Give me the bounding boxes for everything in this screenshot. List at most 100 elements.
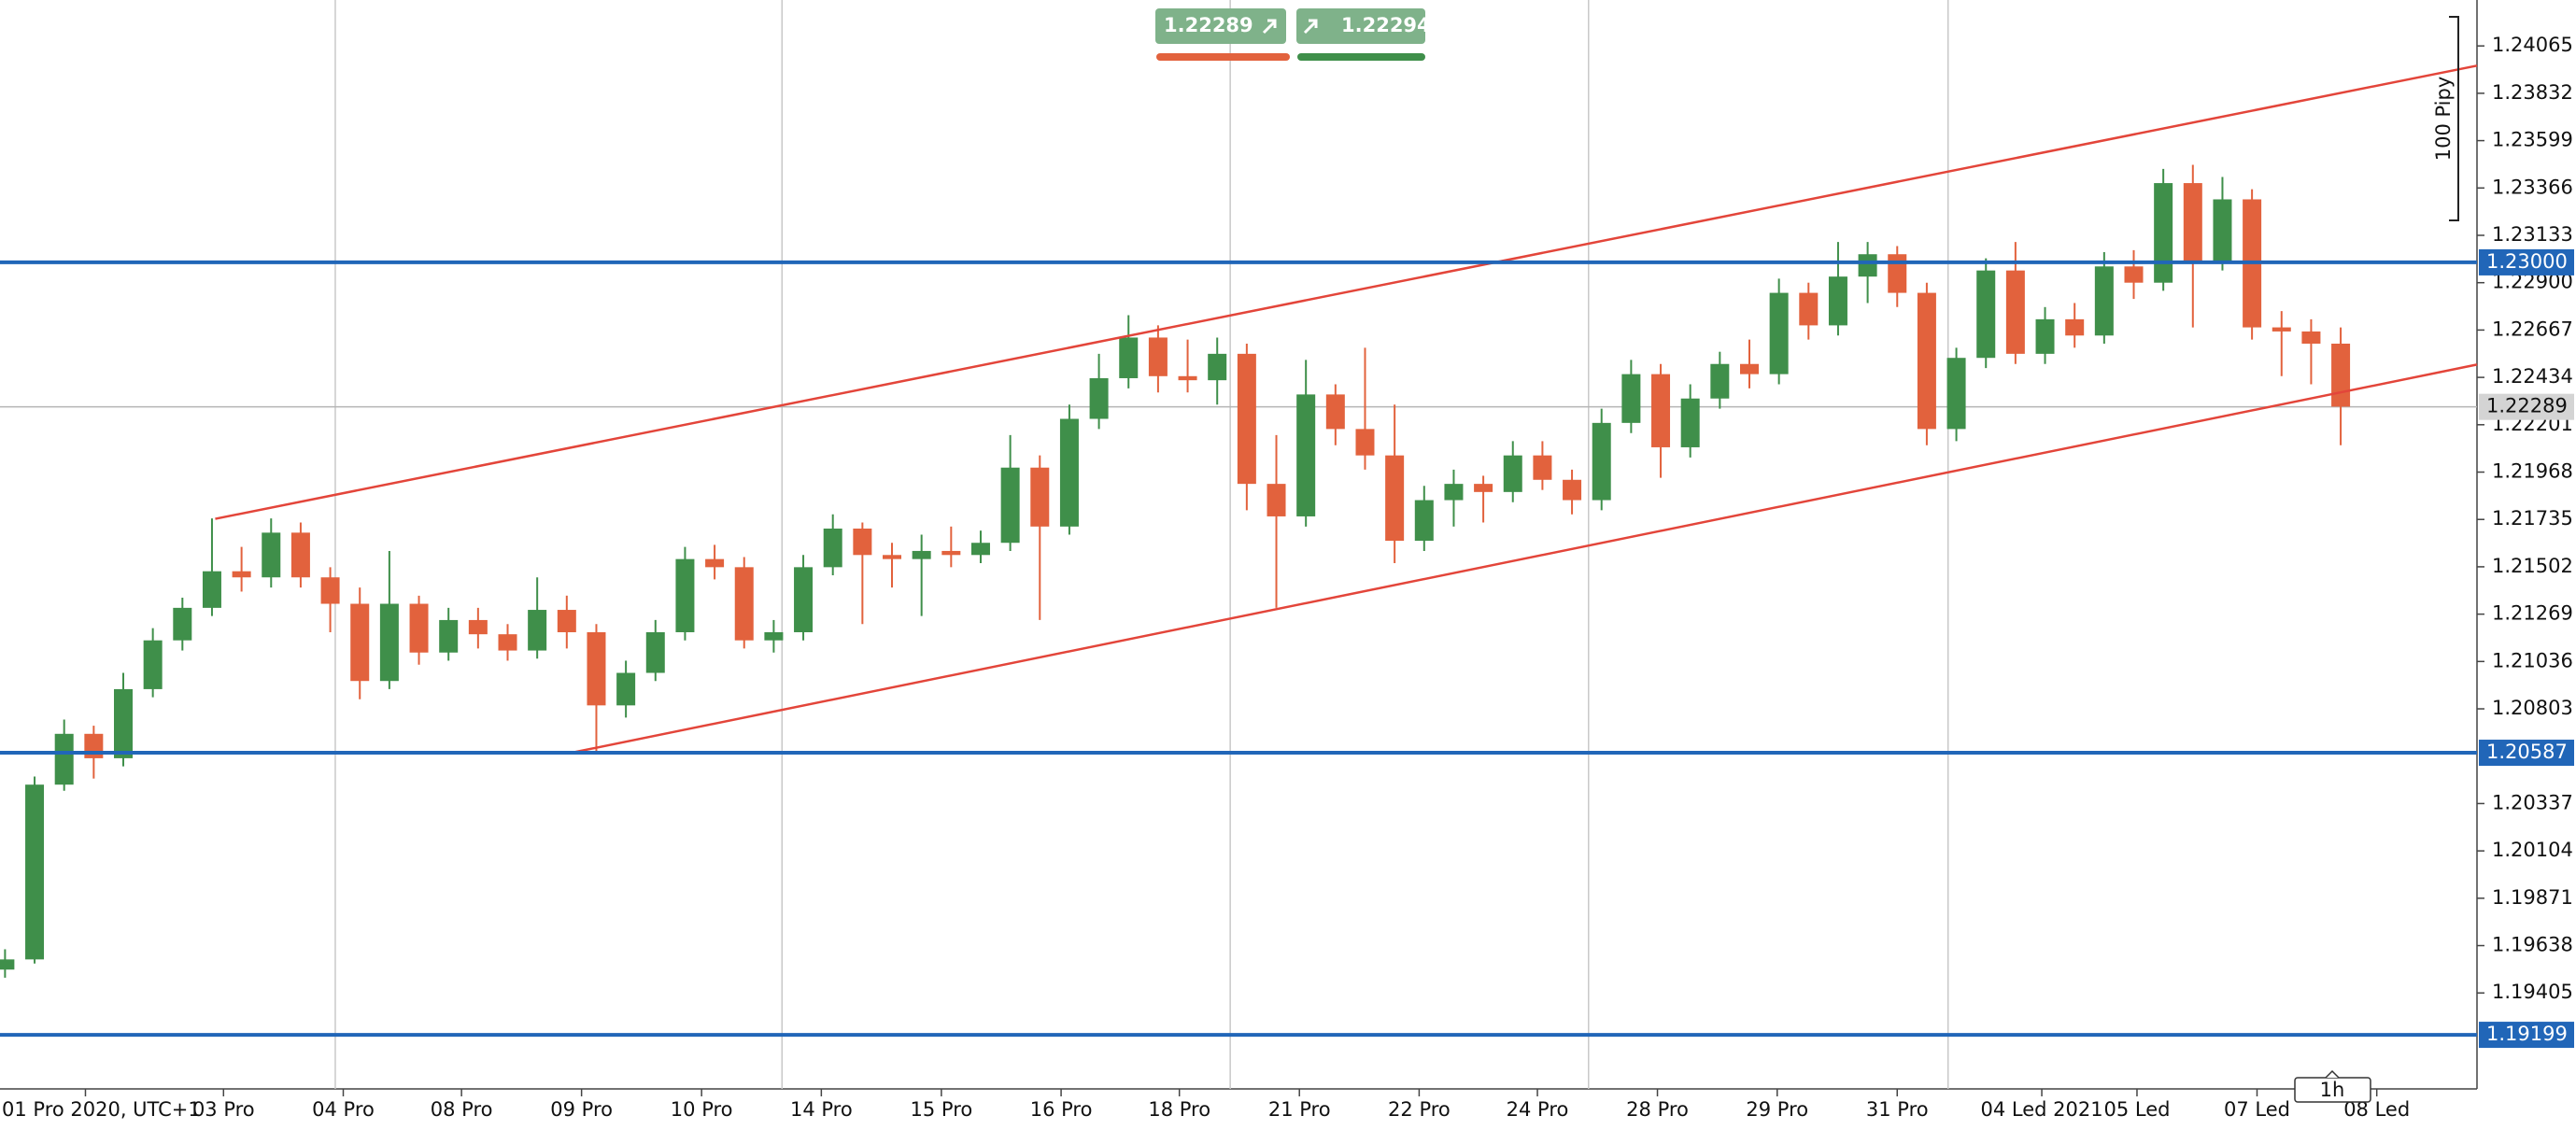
y-tick-label: 1.19405	[2492, 981, 2573, 1003]
candle-body	[143, 640, 163, 689]
x-tick-label: 03 Pro	[192, 1098, 255, 1121]
candle-body	[202, 571, 221, 608]
current-price-box	[2479, 393, 2574, 420]
level-box	[2479, 248, 2574, 275]
trend-line	[215, 64, 2478, 520]
y-tick-label: 1.21735	[2492, 507, 2573, 530]
candle-body	[1059, 418, 1079, 527]
timeframe-caret	[2325, 1069, 2340, 1079]
candle-body	[1828, 276, 1847, 326]
x-tick-label: 31 Pro	[1866, 1098, 1929, 1121]
y-tick-label: 1.23599	[2492, 129, 2573, 151]
candle-body	[1444, 484, 1464, 501]
candle-body	[290, 532, 310, 578]
trend-line	[575, 363, 2478, 754]
candle-body	[25, 784, 45, 960]
x-tick-label: 28 Pro	[1626, 1098, 1689, 1121]
candle-body	[853, 529, 872, 556]
candle-body	[1119, 337, 1139, 378]
y-tick-label: 1.19871	[2492, 886, 2573, 909]
candle-body	[1769, 292, 1789, 374]
x-tick-label: 14 Pro	[790, 1098, 853, 1121]
y-tick-label: 1.19638	[2492, 934, 2573, 956]
y-tick-label: 1.24065	[2492, 34, 2573, 56]
candle-body	[883, 555, 902, 559]
sell-icon	[1262, 19, 1277, 35]
candle-body	[0, 959, 15, 970]
candle-body	[528, 610, 547, 651]
candle-body	[1533, 455, 1552, 480]
candle-body	[794, 567, 814, 632]
candle-body	[1799, 292, 1819, 326]
candle-body	[1385, 455, 1405, 542]
candle-body	[912, 550, 931, 559]
candle-body	[439, 619, 459, 653]
y-tick-label: 1.21502	[2492, 555, 2573, 577]
candle-body	[1710, 363, 1730, 399]
timeframe-box[interactable]: 1h	[2294, 1069, 2371, 1103]
candle-body	[645, 631, 665, 673]
candle-body	[2272, 327, 2291, 332]
candle-body	[1888, 254, 1907, 293]
candle-body	[764, 631, 784, 641]
buy-icon	[1303, 19, 1318, 35]
level-box	[2479, 1022, 2574, 1049]
x-tick-label: 18 Pro	[1148, 1098, 1210, 1121]
quote-widget: 1.22289 1.22294	[1155, 8, 1431, 61]
y-tick-label: 1.20337	[2492, 791, 2573, 813]
candle-body	[1089, 377, 1109, 419]
sell-button[interactable]	[1155, 8, 1286, 44]
axes: 1.240651.238321.235991.233661.231331.229…	[2, 34, 2574, 1121]
candle-body	[675, 558, 695, 632]
candle-body	[232, 571, 251, 578]
candle-body	[616, 672, 636, 706]
candle-body	[587, 631, 606, 706]
y-tick-label: 1.23832	[2492, 81, 2573, 104]
candle-body	[1917, 292, 1936, 430]
candle-body	[2183, 183, 2202, 262]
candle-body	[1030, 467, 1050, 527]
candle-body	[1296, 394, 1316, 516]
y-tick-label: 1.21036	[2492, 649, 2573, 671]
candle-body	[557, 610, 576, 632]
candle-body	[113, 688, 133, 758]
candle-body	[941, 550, 961, 556]
x-tick-label: 29 Pro	[1746, 1098, 1808, 1121]
candle-body	[2094, 266, 2114, 336]
candle-body	[2301, 331, 2321, 344]
candle-body	[1355, 429, 1375, 456]
x-tick-label: 08 Pro	[431, 1098, 493, 1121]
x-tick-label: 16 Pro	[1030, 1098, 1093, 1121]
x-tick-label: 15 Pro	[911, 1098, 973, 1121]
candle-body	[498, 634, 517, 651]
candle-body	[173, 607, 192, 641]
candle-body	[1592, 422, 1611, 501]
candle-body	[1621, 374, 1641, 423]
candle-body	[823, 529, 842, 568]
candle-body	[1237, 353, 1256, 485]
y-tick-label: 1.23366	[2492, 176, 2573, 198]
y-tick-label: 1.21269	[2492, 602, 2573, 625]
buy-price: 1.22294	[1341, 14, 1431, 36]
candle-body	[262, 532, 281, 578]
level-label: 1.20587	[2486, 741, 2568, 763]
sell-bar	[1156, 53, 1290, 61]
pip-ruler: 100 Pipy	[2432, 16, 2459, 221]
y-tick-label: 1.20104	[2492, 839, 2573, 861]
level-box	[2479, 740, 2574, 767]
candle-body	[2035, 318, 2055, 354]
candle-body	[409, 603, 429, 653]
x-tick-label: 10 Pro	[671, 1098, 733, 1121]
y-tick-label: 1.22667	[2492, 318, 2573, 340]
buy-button[interactable]	[1296, 8, 1425, 44]
x-tick-label: 07 Led	[2224, 1098, 2290, 1121]
candle-body	[1651, 374, 1671, 447]
x-tick-label: 09 Pro	[550, 1098, 613, 1121]
y-tick-label: 1.21968	[2492, 460, 2573, 483]
x-tick-label: 04 Pro	[312, 1098, 375, 1121]
pip-bracket	[2449, 16, 2459, 221]
plot	[0, 64, 2478, 1038]
current-price-label: 1.22289	[2486, 395, 2568, 417]
y-tick-label: 1.20803	[2492, 697, 2573, 719]
